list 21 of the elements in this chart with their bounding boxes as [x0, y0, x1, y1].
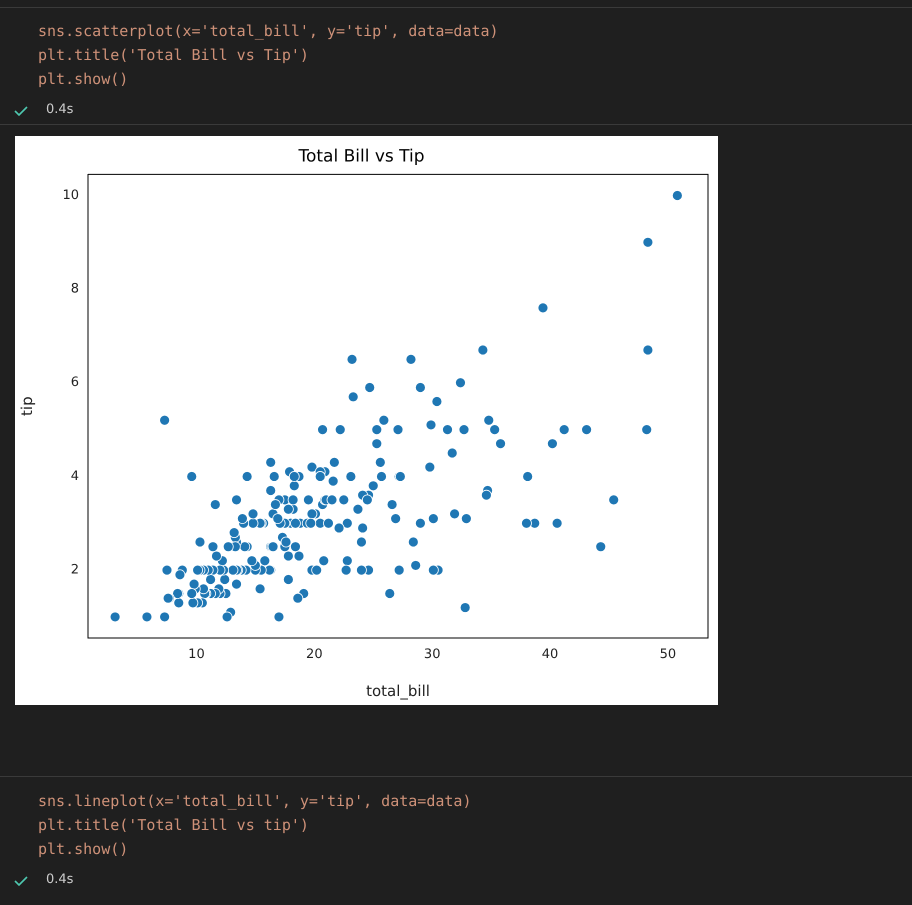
x-tick-label: 30: [424, 647, 440, 662]
y-tick-label: 2: [70, 562, 79, 578]
y-axis-title: tip: [18, 396, 36, 416]
text: 0.4s: [46, 102, 74, 117]
y-tick-label: 4: [70, 468, 79, 484]
x-tick-label: 20: [306, 647, 323, 662]
x-axis-title: total_bill: [366, 682, 430, 700]
y-tick-label: 8: [70, 282, 79, 297]
x-tick-label: 50: [660, 647, 676, 662]
text: 0.4s: [46, 872, 74, 887]
text: plt.title('Total Bill vs tip'): [38, 816, 309, 834]
text: sns.lineplot(x='total_bill', y='tip', data=data): [38, 792, 472, 810]
text: plt.show(): [38, 840, 128, 858]
text: plt.title('Total Bill vs Tip'): [38, 46, 309, 64]
chart-title: Total Bill vs Tip: [297, 146, 425, 167]
text: plt.show(): [38, 70, 128, 88]
y-tick-label: 6: [70, 375, 79, 390]
y-tick-label: 10: [62, 188, 79, 203]
x-tick-label: 40: [542, 647, 558, 662]
text: sns.scatterplot(x='total_bill', y='tip', data=data): [38, 22, 499, 40]
x-tick-label: 10: [188, 647, 205, 662]
